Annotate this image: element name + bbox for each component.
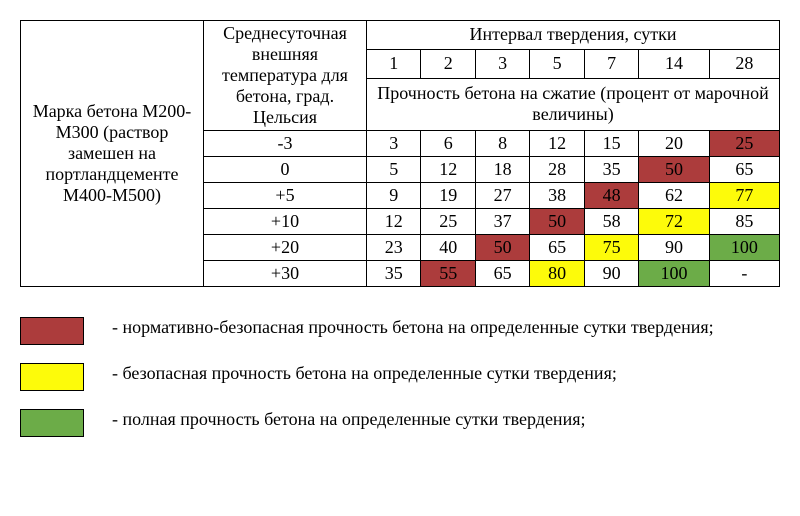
data-cell: 85 (709, 209, 779, 235)
legend-item: - полная прочность бетона на определенны… (20, 407, 780, 437)
legend-text: - безопасная прочность бетона на определ… (112, 361, 780, 385)
grade-header: Марка бетона M200-M300 (раствор замешен … (21, 21, 204, 287)
legend-text: - полная прочность бетона на определенны… (112, 407, 780, 431)
data-cell: 55 (421, 261, 475, 287)
day-col: 1 (367, 49, 421, 78)
data-cell: 65 (709, 157, 779, 183)
data-cell: 19 (421, 183, 475, 209)
data-cell: 18 (475, 157, 529, 183)
data-cell: 80 (530, 261, 584, 287)
data-cell: 50 (639, 157, 709, 183)
data-cell: 50 (475, 235, 529, 261)
data-cell: 75 (584, 235, 638, 261)
legend-swatch-red (20, 317, 84, 345)
data-cell: 90 (639, 235, 709, 261)
data-cell: 12 (421, 157, 475, 183)
legend-item: - нормативно-безопасная прочность бетона… (20, 315, 780, 345)
data-cell: 50 (530, 209, 584, 235)
temp-cell: -3 (204, 131, 367, 157)
temp-cell: 0 (204, 157, 367, 183)
data-cell: 65 (530, 235, 584, 261)
interval-header: Интервал твердения, сутки (367, 21, 780, 50)
strength-header: Прочность бетона на сжатие (процент от м… (367, 78, 780, 130)
day-col: 5 (530, 49, 584, 78)
day-col: 2 (421, 49, 475, 78)
data-cell: 12 (367, 209, 421, 235)
data-cell: 100 (639, 261, 709, 287)
legend-item: - безопасная прочность бетона на определ… (20, 361, 780, 391)
data-cell: 90 (584, 261, 638, 287)
data-cell: 27 (475, 183, 529, 209)
data-cell: 35 (584, 157, 638, 183)
data-cell: 9 (367, 183, 421, 209)
data-cell: 20 (639, 131, 709, 157)
data-cell: 23 (367, 235, 421, 261)
data-cell: 48 (584, 183, 638, 209)
day-col: 14 (639, 49, 709, 78)
data-cell: 62 (639, 183, 709, 209)
data-cell: 100 (709, 235, 779, 261)
legend: - нормативно-безопасная прочность бетона… (20, 315, 780, 437)
data-cell: 6 (421, 131, 475, 157)
day-col: 3 (475, 49, 529, 78)
temp-header: Среднесуточная внешняя температура для б… (204, 21, 367, 131)
data-cell: 65 (475, 261, 529, 287)
data-cell: 8 (475, 131, 529, 157)
concrete-strength-table: Марка бетона M200-M300 (раствор замешен … (20, 20, 780, 287)
temp-cell: +30 (204, 261, 367, 287)
data-cell: 28 (530, 157, 584, 183)
legend-text: - нормативно-безопасная прочность бетона… (112, 315, 780, 339)
data-cell: 25 (421, 209, 475, 235)
data-cell: 12 (530, 131, 584, 157)
data-cell: 72 (639, 209, 709, 235)
temp-cell: +20 (204, 235, 367, 261)
data-cell: 40 (421, 235, 475, 261)
legend-swatch-yellow (20, 363, 84, 391)
data-cell: 37 (475, 209, 529, 235)
data-cell: 3 (367, 131, 421, 157)
temp-cell: +10 (204, 209, 367, 235)
data-cell: 25 (709, 131, 779, 157)
data-cell: - (709, 261, 779, 287)
legend-swatch-green (20, 409, 84, 437)
day-col: 28 (709, 49, 779, 78)
data-cell: 58 (584, 209, 638, 235)
data-cell: 77 (709, 183, 779, 209)
data-cell: 35 (367, 261, 421, 287)
data-cell: 5 (367, 157, 421, 183)
day-col: 7 (584, 49, 638, 78)
data-cell: 15 (584, 131, 638, 157)
temp-cell: +5 (204, 183, 367, 209)
data-cell: 38 (530, 183, 584, 209)
